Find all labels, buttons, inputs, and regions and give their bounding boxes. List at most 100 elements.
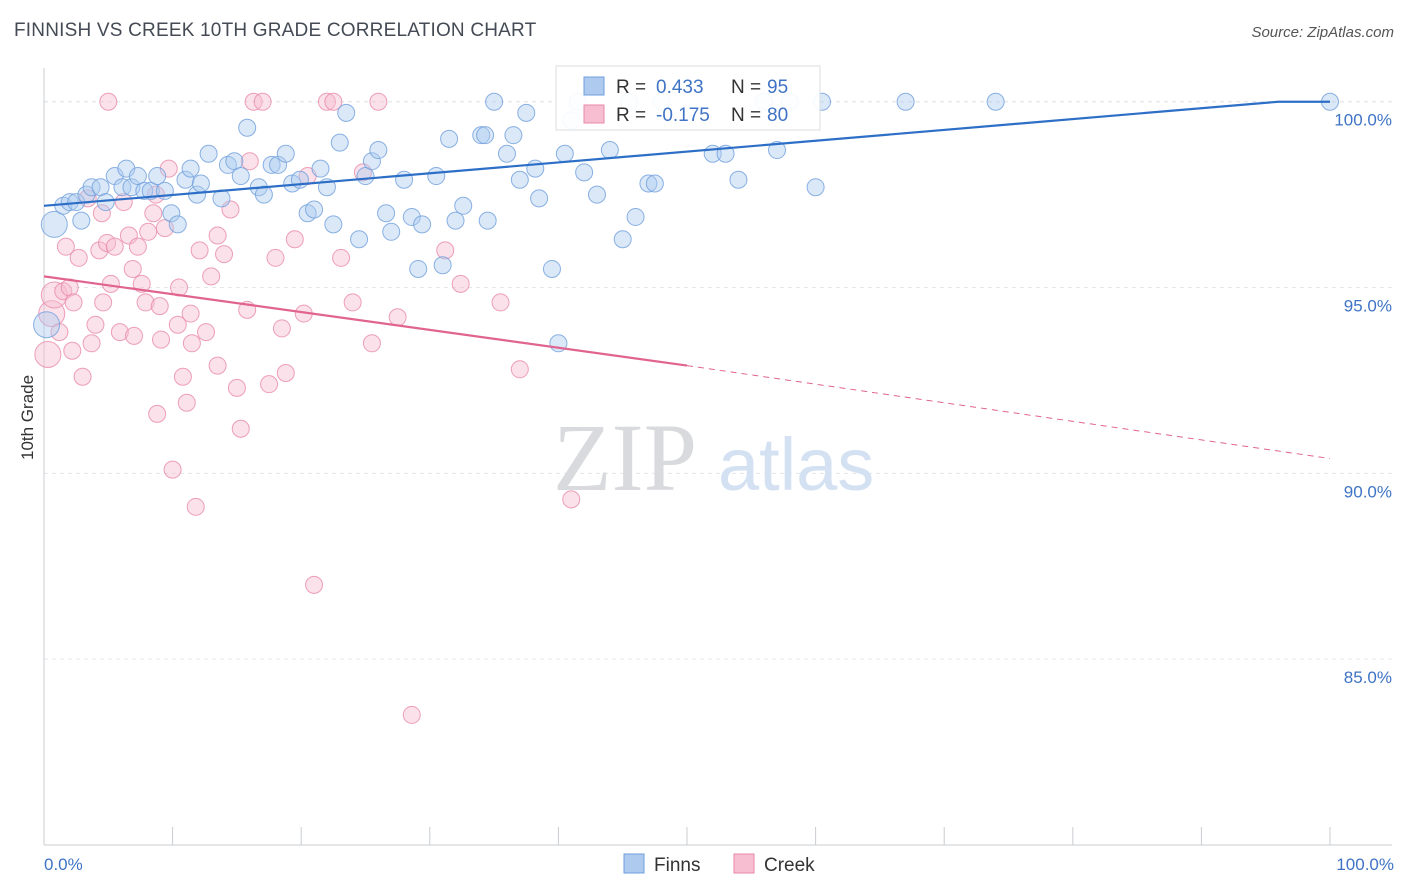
creek-trend-line [43, 275, 688, 367]
finns-point [356, 167, 375, 186]
finns-point [768, 141, 787, 160]
creek-point [177, 393, 196, 412]
creek-point [82, 334, 101, 353]
bottom-legend-label-creek: Creek [764, 855, 815, 876]
creek-point [152, 330, 171, 349]
creek-point [63, 341, 82, 360]
finns-point [254, 185, 273, 204]
creek-point [99, 92, 118, 111]
finns-point [497, 144, 516, 163]
creek-point [123, 259, 142, 278]
creek-point [197, 323, 216, 342]
finns-point [555, 144, 574, 163]
creek-trend-extension [686, 365, 1331, 459]
finns-point [276, 144, 295, 163]
x-tick-label-min: 0.0% [44, 855, 83, 874]
finns-point [446, 211, 465, 230]
finns-point [427, 167, 446, 186]
finns-point [729, 170, 748, 189]
creek-point [491, 293, 510, 312]
finns-point [639, 174, 658, 193]
finns-point [362, 152, 381, 171]
creek-point [128, 237, 147, 256]
legend-r-label: R = [616, 77, 646, 98]
creek-point [231, 419, 250, 438]
y-tick-label: 100.0% [1334, 111, 1392, 130]
legend-n-label: N = [731, 77, 761, 98]
legend-r-label: R = [616, 105, 646, 126]
creek-point [369, 92, 388, 111]
y-tick-label: 95.0% [1344, 297, 1392, 316]
bottom-legend-swatch-creek [733, 853, 755, 874]
creek-point [305, 575, 324, 594]
finns-point [454, 196, 473, 215]
finns-point [168, 215, 187, 234]
creek-point [114, 193, 133, 212]
creek-point [90, 241, 109, 260]
bottom-legend-swatch-finns [623, 853, 645, 874]
source-label: Source: ZipAtlas.com [1251, 24, 1394, 41]
finns-point [395, 170, 414, 189]
creek-point [181, 304, 200, 323]
data-points [33, 92, 1339, 724]
creek-point [182, 334, 201, 353]
creek-point [173, 367, 192, 386]
finns-point [305, 200, 324, 219]
finns-point [181, 159, 200, 178]
finns-point [409, 259, 428, 278]
watermark-atlas: atlas [718, 423, 874, 506]
finns-point [113, 178, 132, 197]
creek-point [240, 152, 259, 171]
creek-point [260, 375, 279, 394]
x-tick-label-max: 100.0% [1336, 855, 1394, 874]
finns-point [191, 174, 210, 193]
finns-point [485, 92, 504, 111]
creek-point [317, 92, 336, 111]
trend-lines [43, 100, 1331, 459]
finns-point [504, 126, 523, 145]
creek-point [436, 241, 455, 260]
finns-point [72, 211, 91, 230]
finns-point [176, 170, 195, 189]
axes: 85.0% 90.0% 95.0% 100.0% 0.0% 100.0% [43, 68, 1394, 874]
creek-point [208, 356, 227, 375]
finns-point [530, 189, 549, 208]
finns-point [337, 103, 356, 122]
finns-point [148, 167, 167, 186]
creek-point [202, 267, 221, 286]
creek-point [388, 308, 407, 327]
finns-point [262, 155, 281, 174]
creek-point [86, 315, 105, 334]
legend-n-value: 80 [767, 105, 788, 126]
creek-point [92, 204, 111, 223]
creek-point [34, 340, 62, 368]
finns-point [238, 118, 257, 137]
finns-point [350, 230, 369, 249]
finns-point [476, 126, 495, 145]
creek-point [94, 293, 113, 312]
creek-point [343, 293, 362, 312]
finns-point [141, 181, 160, 200]
creek-point [186, 497, 205, 516]
finns-point [369, 141, 388, 160]
finns-point [587, 185, 606, 204]
finns-point [478, 211, 497, 230]
finns-point [575, 163, 594, 182]
creek-point [73, 367, 92, 386]
creek-point [227, 378, 246, 397]
finns-point [402, 207, 421, 226]
creek-point [64, 293, 83, 312]
y-tick-label: 90.0% [1344, 482, 1392, 501]
creek-point [362, 334, 381, 353]
y-tick-label: 85.0% [1344, 668, 1392, 687]
bottom-legend-label-finns: Finns [654, 855, 700, 876]
finns-point [231, 167, 250, 186]
legend-n-value: 95 [767, 77, 788, 98]
legend-r-value: 0.433 [656, 77, 704, 98]
finns-point [440, 129, 459, 148]
finns-point [613, 230, 632, 249]
creek-point [562, 490, 581, 509]
finns-point [806, 178, 825, 197]
legend-swatch-finns [583, 76, 605, 96]
